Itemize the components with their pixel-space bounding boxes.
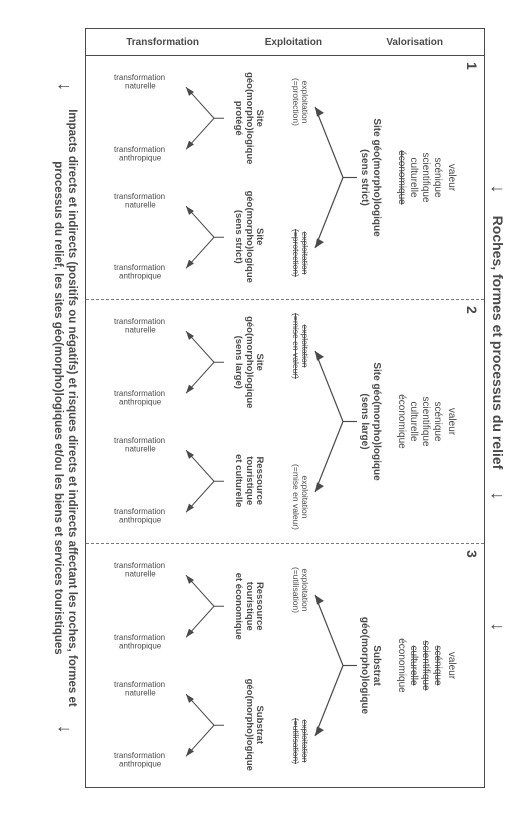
fork-label-right: exploitation (=mise en valeur) — [290, 457, 309, 537]
bottom-row: ↓ Impacts directs et indirects (positifs… — [50, 28, 79, 788]
value-culturelle: culturelle — [409, 157, 420, 197]
value-scenique-strike: scénique — [433, 645, 444, 685]
outcome-title: Ressource touristique et économique — [224, 573, 266, 640]
down-arrow-icon: ↓ — [56, 82, 74, 91]
site-title: Site géo(morpho)logique (sens strict) — [359, 118, 382, 236]
trans-nat: transformationnaturelle — [100, 318, 180, 335]
top-row: ↓ Roches, formes et processus du relief … — [489, 28, 507, 788]
mini-fork: transformationnaturelle transformationan… — [168, 423, 224, 540]
side-label-valorisation: Valorisation — [387, 37, 444, 48]
fork-label-left: exploitation (=utilisation) — [290, 550, 309, 630]
column-3: 3 valeur scénique scientifique culturell… — [86, 543, 484, 787]
diagram-page: A B C D ↓ Roches, formes et processus du… — [0, 0, 525, 816]
value-scientifique-strike: scientifique — [421, 640, 432, 690]
mini-fork: transformationnaturelle transformationan… — [168, 667, 224, 784]
row-a-values: valeur scénique scientifique culturelle … — [382, 548, 478, 783]
main-box: Valorisation Exploitation Transformation… — [85, 28, 485, 788]
fork-diagram: exploitation (=mise en valeur) exploitat… — [277, 304, 357, 539]
value-scenique: scénique — [433, 401, 444, 441]
value-culturelle-strike: culturelle — [409, 645, 420, 685]
trans-nat: transformationnaturelle — [100, 681, 180, 698]
fork-label-right: exploitation (=protection) — [290, 213, 309, 293]
outcome-left: Site géo(morpho)logique protégé — [90, 60, 266, 177]
site-title: Substrat géo(morpho)logique — [359, 617, 382, 714]
trans-anth: transformationanthropique — [100, 146, 180, 163]
row-c-outcomes: Site géo(morpho)logique protégé — [90, 60, 266, 295]
valeur-label: valeur — [447, 164, 458, 191]
trans-nat: transformationnaturelle — [100, 193, 180, 210]
bottom-caption: Impacts directs et indirects (positifs o… — [50, 109, 79, 707]
fork-label-right: exploitation (=utilisation) — [290, 701, 309, 781]
value-scientifique: scientifique — [421, 396, 432, 446]
row-c-outcomes: Site géo(morpho)logique (sens large) — [90, 304, 266, 539]
value-scenique: scénique — [433, 157, 444, 197]
mini-fork: transformationnaturelle transformationan… — [168, 60, 224, 177]
trans-anth: transformationanthropique — [100, 264, 180, 281]
outcome-title: Ressource touristique et culturelle — [224, 454, 266, 507]
mini-fork: transformationnaturelle transformationan… — [168, 304, 224, 421]
trans-anth: transformationanthropique — [100, 390, 180, 407]
down-arrow-icon: ↓ — [489, 622, 507, 631]
trans-nat: transformationnaturelle — [100, 437, 180, 454]
top-title: Roches, formes et processus du relief — [490, 216, 506, 470]
value-economique-strike: économique — [397, 150, 408, 204]
side-label-exploitation: Exploitation — [264, 37, 321, 48]
outcome-title: Site géo(morpho)logique protégé — [224, 72, 266, 164]
column-1: 1 valeur scénique scientifique culturell… — [86, 55, 484, 299]
fork-label-left: exploitation (=mise en valeur) — [290, 306, 309, 386]
trans-anth: transformationanthropique — [100, 634, 180, 651]
trans-anth: transformationanthropique — [100, 752, 180, 769]
col-number: 3 — [464, 550, 480, 558]
outcome-right: Ressource touristique et culturelle — [90, 423, 266, 540]
columns: 1 valeur scénique scientifique culturell… — [86, 55, 484, 787]
outcome-right: Substrat géo(morpho)logique — [90, 667, 266, 784]
valeur-label: valeur — [447, 652, 458, 679]
mini-fork: transformationnaturelle transformationan… — [168, 179, 224, 296]
row-c-outcomes: Ressource touristique et économique — [90, 548, 266, 783]
row-b-site: Substrat géo(morpho)logique exploitati — [266, 548, 382, 783]
outcome-left: Site géo(morpho)logique (sens large) — [90, 304, 266, 421]
col-number: 2 — [464, 306, 480, 314]
value-scientifique: scientifique — [421, 152, 432, 202]
fork-diagram: exploitation (=utilisation) exploitation… — [277, 548, 357, 783]
row-b-site: Site géo(morpho)logique (sens large) e — [266, 304, 382, 539]
column-2: 2 valeur scénique scientifique culturell… — [86, 299, 484, 543]
row-a-values: valeur scénique scientifique culturelle … — [382, 304, 478, 539]
fork-label-left: exploitation (=protection) — [290, 62, 309, 142]
outcome-left: Ressource touristique et économique — [90, 548, 266, 665]
side-labels: Valorisation Exploitation Transformation — [86, 29, 484, 55]
outcome-title: Substrat géo(morpho)logique — [224, 679, 266, 771]
mini-fork: transformationnaturelle transformationan… — [168, 548, 224, 665]
col-number: 1 — [464, 62, 480, 70]
down-arrow-icon: ↓ — [489, 491, 507, 500]
outcome-title: Site géo(morpho)logique (sens large) — [224, 316, 266, 408]
row-b-site: Site géo(morpho)logique (sens strict) — [266, 60, 382, 295]
outcome-title: Site géo(morpho)logique (sens strict) — [224, 191, 266, 283]
value-culturelle: culturelle — [409, 401, 420, 441]
value-economique: économique — [397, 394, 408, 448]
side-label-transformation: Transformation — [127, 37, 200, 48]
trans-nat: transformationnaturelle — [100, 74, 180, 91]
row-a-values: valeur scénique scientifique culturelle … — [382, 60, 478, 295]
value-economique: économique — [397, 638, 408, 692]
valeur-label: valeur — [447, 408, 458, 435]
fork-diagram: exploitation (=protection) exploitation … — [277, 60, 357, 295]
trans-anth: transformationanthropique — [100, 508, 180, 525]
site-title: Site géo(morpho)logique (sens large) — [359, 362, 382, 480]
down-arrow-icon: ↓ — [489, 185, 507, 194]
outcome-right: Site géo(morpho)logique (sens strict) — [90, 179, 266, 296]
trans-nat: transformationnaturelle — [100, 562, 180, 579]
down-arrow-icon: ↓ — [56, 725, 74, 734]
